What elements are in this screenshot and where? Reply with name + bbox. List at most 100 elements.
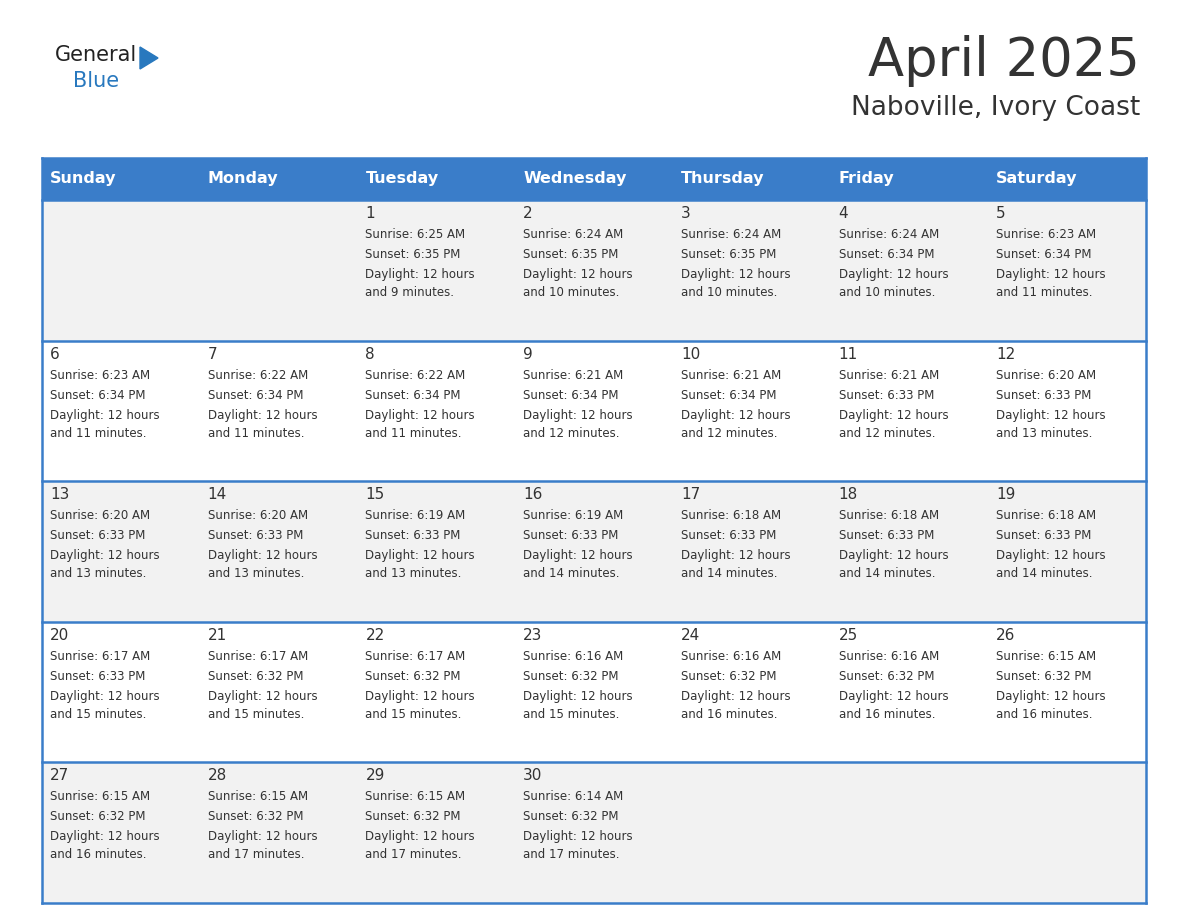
Text: Sunset: 6:35 PM: Sunset: 6:35 PM <box>523 248 619 261</box>
Text: 24: 24 <box>681 628 700 643</box>
Bar <box>672 158 830 200</box>
Text: Daylight: 12 hours: Daylight: 12 hours <box>839 409 948 421</box>
Text: and 11 minutes.: and 11 minutes. <box>997 286 1093 299</box>
Text: Daylight: 12 hours: Daylight: 12 hours <box>523 268 633 281</box>
Text: Daylight: 12 hours: Daylight: 12 hours <box>523 689 633 703</box>
Text: Sunset: 6:34 PM: Sunset: 6:34 PM <box>839 248 934 261</box>
Text: Daylight: 12 hours: Daylight: 12 hours <box>681 689 790 703</box>
Text: Sunrise: 6:20 AM: Sunrise: 6:20 AM <box>208 509 308 522</box>
Text: Friday: Friday <box>839 172 895 186</box>
Bar <box>830 158 988 200</box>
Text: 13: 13 <box>50 487 69 502</box>
Text: and 9 minutes.: and 9 minutes. <box>366 286 455 299</box>
Text: Sunset: 6:33 PM: Sunset: 6:33 PM <box>50 529 145 543</box>
Text: Naboville, Ivory Coast: Naboville, Ivory Coast <box>851 95 1140 121</box>
Text: 25: 25 <box>839 628 858 643</box>
Text: 21: 21 <box>208 628 227 643</box>
Text: and 14 minutes.: and 14 minutes. <box>681 567 777 580</box>
Text: and 17 minutes.: and 17 minutes. <box>208 848 304 861</box>
Text: Sunrise: 6:16 AM: Sunrise: 6:16 AM <box>681 650 781 663</box>
Text: and 16 minutes.: and 16 minutes. <box>997 708 1093 721</box>
Bar <box>42 200 1146 341</box>
Text: Sunrise: 6:15 AM: Sunrise: 6:15 AM <box>208 790 308 803</box>
Text: and 15 minutes.: and 15 minutes. <box>366 708 462 721</box>
Text: 30: 30 <box>523 768 543 783</box>
Bar <box>200 158 358 200</box>
Text: Daylight: 12 hours: Daylight: 12 hours <box>208 831 317 844</box>
Text: and 10 minutes.: and 10 minutes. <box>839 286 935 299</box>
Text: Sunrise: 6:18 AM: Sunrise: 6:18 AM <box>839 509 939 522</box>
Text: Sunrise: 6:18 AM: Sunrise: 6:18 AM <box>681 509 781 522</box>
Text: Sunset: 6:34 PM: Sunset: 6:34 PM <box>366 388 461 401</box>
Text: Daylight: 12 hours: Daylight: 12 hours <box>997 268 1106 281</box>
Text: Sunset: 6:33 PM: Sunset: 6:33 PM <box>839 388 934 401</box>
Text: and 12 minutes.: and 12 minutes. <box>839 427 935 440</box>
Text: and 16 minutes.: and 16 minutes. <box>681 708 777 721</box>
Text: Sunset: 6:32 PM: Sunset: 6:32 PM <box>208 811 303 823</box>
Text: Sunset: 6:32 PM: Sunset: 6:32 PM <box>208 670 303 683</box>
Text: Sunrise: 6:20 AM: Sunrise: 6:20 AM <box>50 509 150 522</box>
Text: Daylight: 12 hours: Daylight: 12 hours <box>366 409 475 421</box>
Text: Sunset: 6:32 PM: Sunset: 6:32 PM <box>366 670 461 683</box>
Text: Sunset: 6:33 PM: Sunset: 6:33 PM <box>50 670 145 683</box>
Bar <box>516 158 672 200</box>
Bar <box>42 158 200 200</box>
Text: 29: 29 <box>366 768 385 783</box>
Text: and 17 minutes.: and 17 minutes. <box>523 848 620 861</box>
Text: Daylight: 12 hours: Daylight: 12 hours <box>50 549 159 562</box>
Bar <box>42 763 1146 903</box>
Text: Sunset: 6:34 PM: Sunset: 6:34 PM <box>997 248 1092 261</box>
Text: Daylight: 12 hours: Daylight: 12 hours <box>50 409 159 421</box>
Text: Daylight: 12 hours: Daylight: 12 hours <box>681 549 790 562</box>
Text: Sunset: 6:34 PM: Sunset: 6:34 PM <box>208 388 303 401</box>
Text: Daylight: 12 hours: Daylight: 12 hours <box>523 549 633 562</box>
Text: and 16 minutes.: and 16 minutes. <box>839 708 935 721</box>
Text: Daylight: 12 hours: Daylight: 12 hours <box>997 549 1106 562</box>
Text: 12: 12 <box>997 347 1016 362</box>
Text: Daylight: 12 hours: Daylight: 12 hours <box>366 268 475 281</box>
Text: Sunset: 6:33 PM: Sunset: 6:33 PM <box>366 529 461 543</box>
Text: Daylight: 12 hours: Daylight: 12 hours <box>366 549 475 562</box>
Text: Sunset: 6:33 PM: Sunset: 6:33 PM <box>681 529 776 543</box>
Text: and 10 minutes.: and 10 minutes. <box>681 286 777 299</box>
Text: and 17 minutes.: and 17 minutes. <box>366 848 462 861</box>
Text: Sunrise: 6:15 AM: Sunrise: 6:15 AM <box>997 650 1097 663</box>
Text: Sunrise: 6:17 AM: Sunrise: 6:17 AM <box>50 650 150 663</box>
Text: Daylight: 12 hours: Daylight: 12 hours <box>839 689 948 703</box>
Text: Thursday: Thursday <box>681 172 764 186</box>
Text: Daylight: 12 hours: Daylight: 12 hours <box>997 409 1106 421</box>
Text: 23: 23 <box>523 628 543 643</box>
Text: Sunset: 6:32 PM: Sunset: 6:32 PM <box>523 811 619 823</box>
Text: and 16 minutes.: and 16 minutes. <box>50 848 146 861</box>
Text: Sunrise: 6:18 AM: Sunrise: 6:18 AM <box>997 509 1097 522</box>
Text: Daylight: 12 hours: Daylight: 12 hours <box>50 689 159 703</box>
Text: 27: 27 <box>50 768 69 783</box>
Text: 5: 5 <box>997 206 1006 221</box>
Text: and 11 minutes.: and 11 minutes. <box>366 427 462 440</box>
Text: and 14 minutes.: and 14 minutes. <box>839 567 935 580</box>
Text: Sunset: 6:35 PM: Sunset: 6:35 PM <box>366 248 461 261</box>
Text: Sunset: 6:32 PM: Sunset: 6:32 PM <box>997 670 1092 683</box>
Text: Daylight: 12 hours: Daylight: 12 hours <box>523 831 633 844</box>
Text: 6: 6 <box>50 347 59 362</box>
Text: Sunset: 6:32 PM: Sunset: 6:32 PM <box>50 811 145 823</box>
Text: Sunrise: 6:23 AM: Sunrise: 6:23 AM <box>997 228 1097 241</box>
Text: Sunrise: 6:19 AM: Sunrise: 6:19 AM <box>523 509 624 522</box>
Text: Sunset: 6:33 PM: Sunset: 6:33 PM <box>839 529 934 543</box>
Text: Daylight: 12 hours: Daylight: 12 hours <box>523 409 633 421</box>
Text: 18: 18 <box>839 487 858 502</box>
Text: General: General <box>55 45 138 65</box>
Text: Blue: Blue <box>72 71 119 91</box>
Text: Daylight: 12 hours: Daylight: 12 hours <box>208 409 317 421</box>
Text: Sunrise: 6:15 AM: Sunrise: 6:15 AM <box>50 790 150 803</box>
Text: 17: 17 <box>681 487 700 502</box>
Text: Sunrise: 6:16 AM: Sunrise: 6:16 AM <box>523 650 624 663</box>
Text: Daylight: 12 hours: Daylight: 12 hours <box>681 268 790 281</box>
Text: Daylight: 12 hours: Daylight: 12 hours <box>839 268 948 281</box>
Text: Sunrise: 6:24 AM: Sunrise: 6:24 AM <box>681 228 781 241</box>
Text: Daylight: 12 hours: Daylight: 12 hours <box>366 689 475 703</box>
Text: Daylight: 12 hours: Daylight: 12 hours <box>997 689 1106 703</box>
Text: 15: 15 <box>366 487 385 502</box>
Text: Daylight: 12 hours: Daylight: 12 hours <box>366 831 475 844</box>
Text: 2: 2 <box>523 206 532 221</box>
